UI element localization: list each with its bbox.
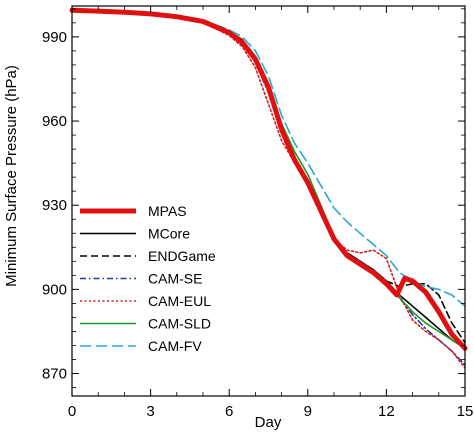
plot-frame: [71, 5, 466, 397]
series-line-cam-fv: [71, 9, 466, 307]
legend-label: ENDGame: [148, 248, 216, 264]
legend-label: CAM-FV: [148, 338, 202, 354]
x-tick-label: 0: [68, 403, 76, 420]
legend-label: CAM-SE: [148, 271, 202, 287]
series-line-mpas: [69, 7, 468, 351]
legend-label: CAM-EUL: [148, 293, 211, 309]
x-tick-label: 9: [304, 403, 312, 420]
x-tick-label: 6: [225, 403, 233, 420]
series-line-cam-sld: [71, 9, 466, 350]
y-tick-label: 870: [42, 366, 67, 383]
y-tick-label: 990: [42, 29, 67, 46]
legend-label: MPAS: [148, 203, 187, 219]
plot-area: [69, 7, 468, 369]
x-tick-label: 15: [457, 403, 474, 420]
y-axis-label: Minimum Surface Pressure (hPa): [3, 65, 20, 287]
y-tick-label: 930: [42, 197, 67, 214]
x-tick-label: 3: [146, 403, 154, 420]
series-line-mcore: [71, 9, 466, 350]
legend-label: MCore: [148, 226, 190, 242]
legend: MPAS MCore ENDGame CAM-SE CAM-EUL CAM-SLD CAM-…: [80, 203, 216, 354]
axes: 0 3 6 9 12 15 870 900 930 960 990: [42, 5, 474, 420]
series-line-cam-se: [71, 9, 466, 366]
legend-label: CAM-SLD: [148, 316, 211, 332]
x-tick-label: 12: [378, 403, 395, 420]
series-line-endgame: [71, 9, 466, 344]
x-axis-label: Day: [255, 414, 282, 431]
series-line-cam-eul: [71, 9, 466, 369]
y-tick-label: 900: [42, 281, 67, 298]
y-tick-label: 960: [42, 113, 67, 130]
